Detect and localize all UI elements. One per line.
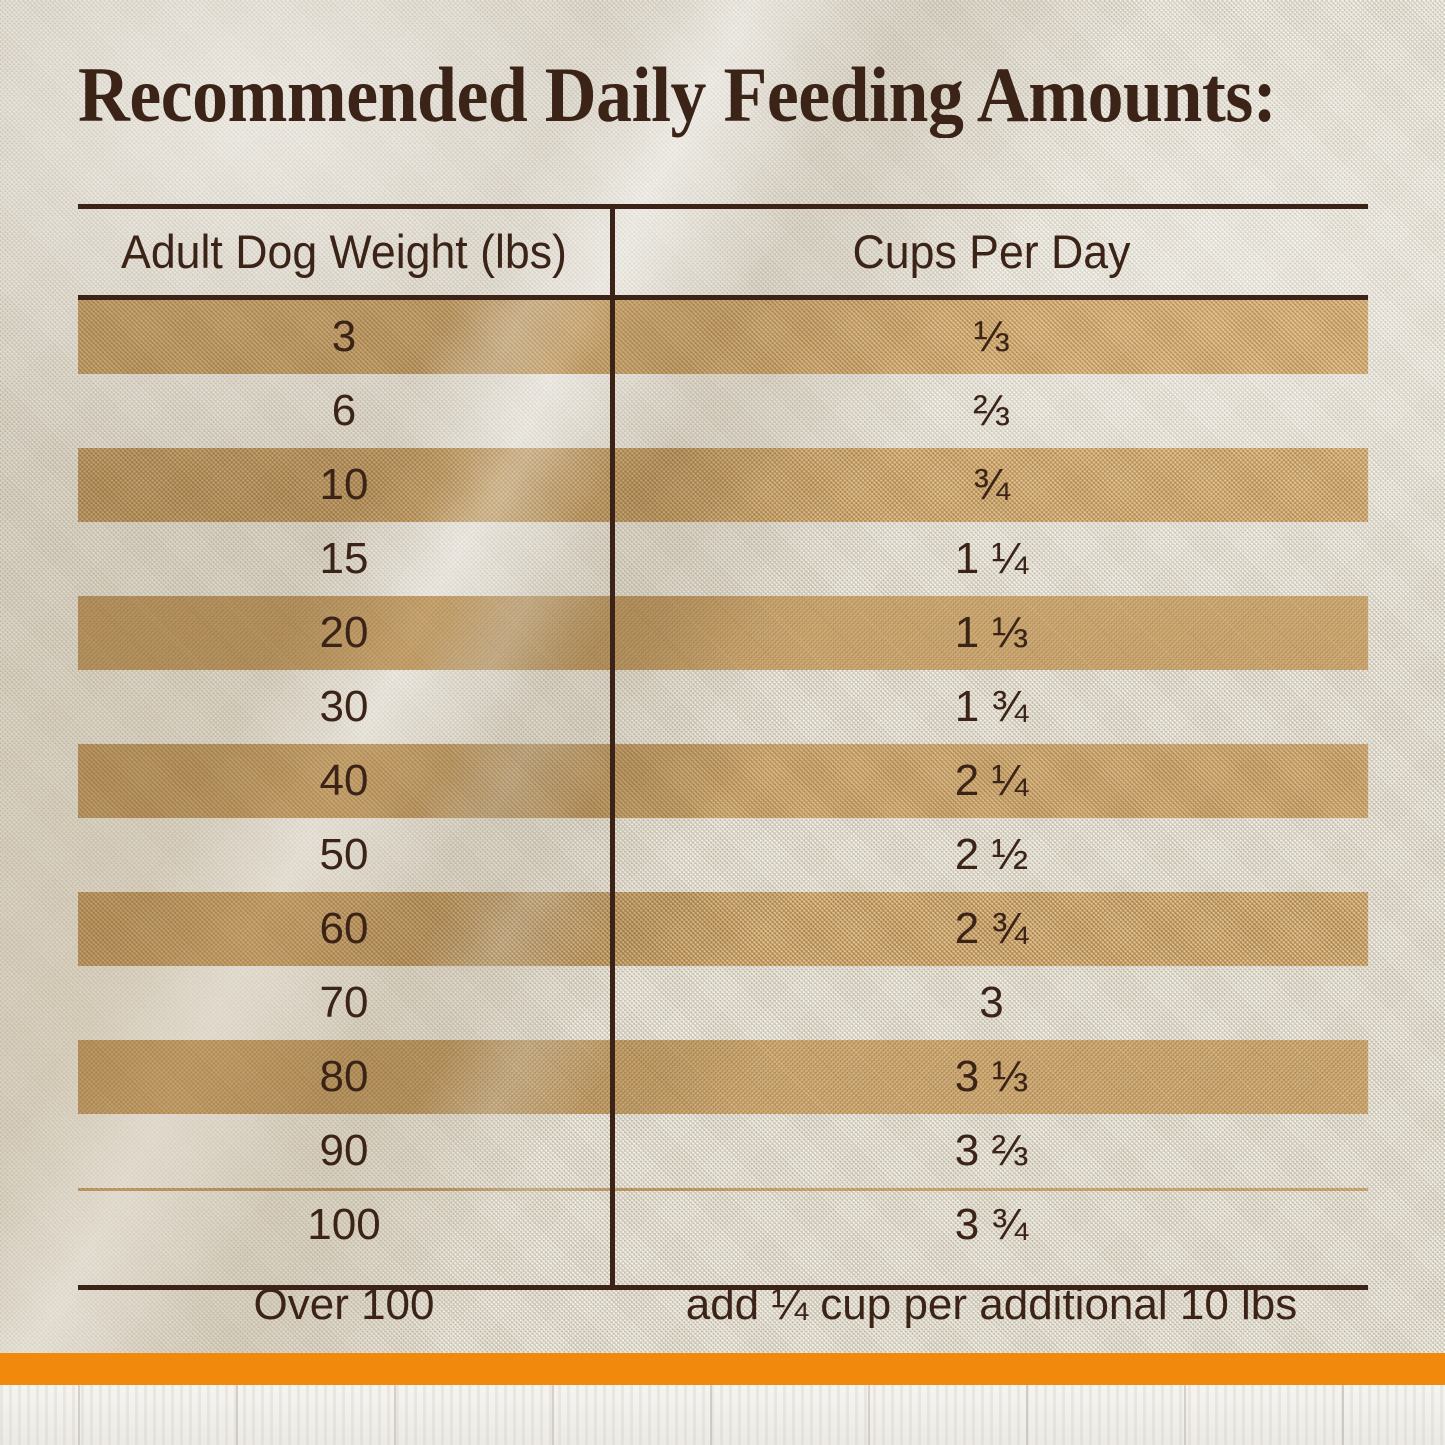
- table-row-stripe: [78, 300, 1368, 374]
- table-row: ¾: [973, 460, 1010, 509]
- table-row: 90: [319, 1126, 369, 1175]
- table-column-divider: [610, 204, 615, 1290]
- table-header-rule: [78, 295, 1368, 300]
- table-row: 3: [979, 978, 1004, 1027]
- table-row: 1 ⅓: [954, 608, 1029, 657]
- table-row: 3 ¾: [954, 1200, 1029, 1249]
- table-row: 3 ⅓: [954, 1052, 1029, 1101]
- table-row-stripe: [78, 1188, 1368, 1191]
- table-row: 2 ¼: [954, 756, 1029, 805]
- table-row: 20: [319, 608, 369, 657]
- feeding-table: Adult Dog Weight (lbs) Cups Per Day 3 ⅓ 6 ⅔…: [78, 204, 1368, 1329]
- table-row-stripe: [78, 744, 1368, 818]
- table-row-stripe: [78, 892, 1368, 966]
- column-header-weight: Adult Dog Weight (lbs): [121, 225, 567, 278]
- table-row: 50: [319, 830, 369, 879]
- table-row-stripe: [78, 596, 1368, 670]
- table-row: ⅓: [973, 312, 1010, 361]
- table-row: 2 ½: [954, 830, 1029, 879]
- table-row: 3: [331, 312, 357, 361]
- table-row: 60: [319, 904, 369, 953]
- table-row: 1 ¼: [954, 534, 1029, 583]
- table-row: 30: [319, 682, 369, 731]
- table-row-stripe: [78, 448, 1368, 522]
- table-row: 3 ⅔: [954, 1126, 1029, 1175]
- page-title: Recommended Daily Feeding Amounts:: [78, 51, 1277, 138]
- table-bottom-rule: [78, 1285, 1368, 1290]
- table-row: Over 100: [253, 1280, 435, 1329]
- table-row: 40: [319, 756, 369, 805]
- wood-plank-band: [0, 1385, 1445, 1445]
- table-row: 6: [331, 386, 357, 435]
- table-row: 1 ¾: [954, 682, 1029, 731]
- table-row-stripe: [78, 1040, 1368, 1114]
- table-row: 100: [307, 1200, 381, 1249]
- table-stripes-layer: [78, 300, 1368, 1191]
- table-row: add ¼ cup per additional 10 lbs: [685, 1280, 1298, 1329]
- table-row: 10: [319, 460, 369, 509]
- column-header-cups: Cups Per Day: [852, 225, 1131, 278]
- table-row: 15: [319, 534, 369, 583]
- table-row: ⅔: [973, 386, 1010, 435]
- table-row: 80: [319, 1052, 369, 1101]
- table-row: 70: [319, 978, 369, 1027]
- accent-orange-band: [0, 1353, 1445, 1385]
- table-top-rule: [78, 204, 1368, 209]
- table-row: 2 ¾: [954, 904, 1029, 953]
